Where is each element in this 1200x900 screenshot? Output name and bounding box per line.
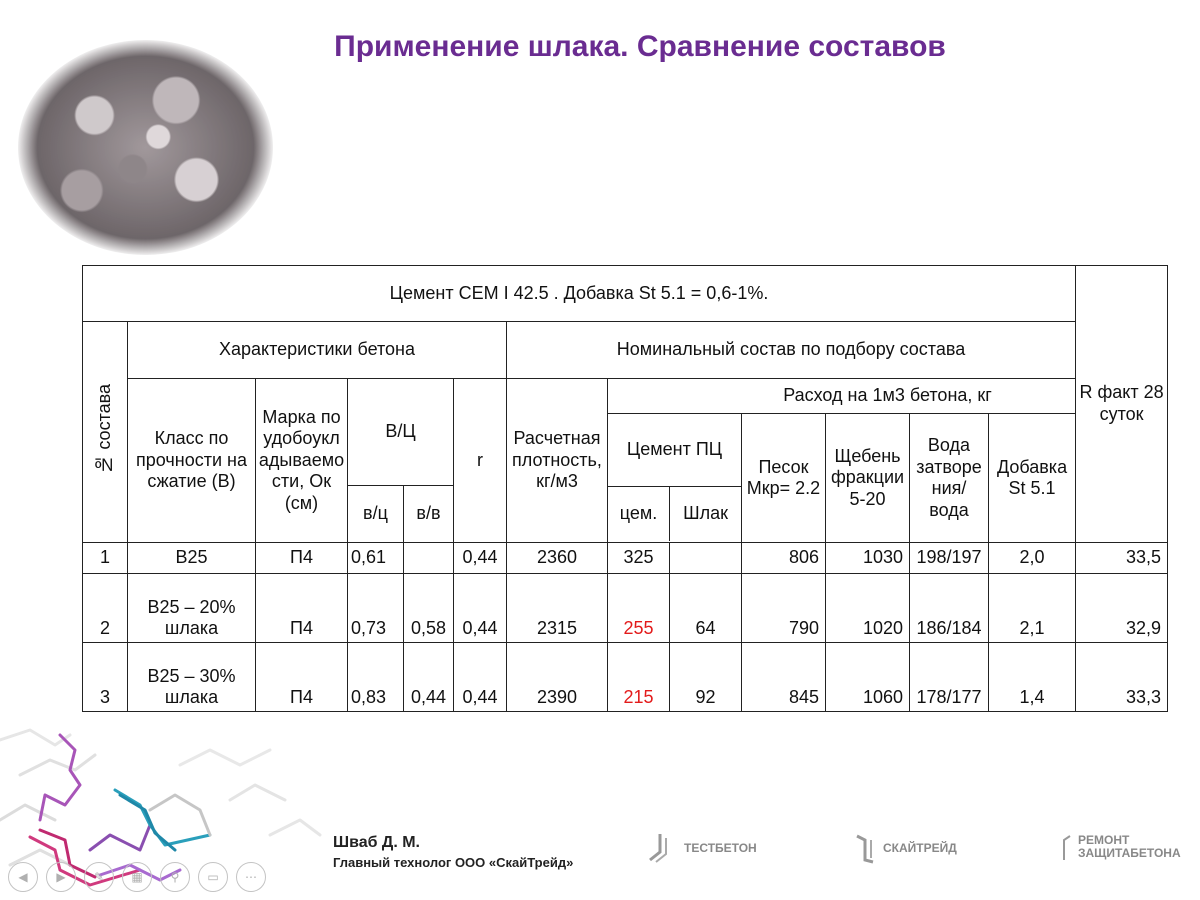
row-no: 3 [82, 642, 128, 712]
density-header: Расчетная плотность, кг/м3 [506, 378, 608, 543]
composition-no-header: № состава [82, 321, 128, 543]
vc-sub-header: в/ц [348, 486, 404, 542]
row-vv: 0,58 [403, 573, 454, 643]
subtitles-icon[interactable]: ▭ [198, 862, 228, 892]
row-vc: 0,83 [347, 642, 404, 712]
row-class: B25 [127, 542, 256, 574]
cement-sub-header: цем. [608, 487, 671, 542]
slag-sub-header: Шлак [683, 503, 728, 524]
nominal-composition-header: Номинальный состав по подбору состава [505, 321, 1077, 379]
testbeton-logo-icon [649, 834, 667, 863]
characteristics-header: Характеристики бетона [127, 321, 507, 379]
row-water: 186/184 [909, 573, 989, 643]
row-marka: П4 [255, 573, 348, 643]
row-cement: 215 [607, 642, 670, 712]
row-cement: 255 [607, 573, 670, 643]
author-role: Главный технолог ООО «СкайТрейд» [333, 855, 574, 870]
author-name: Шваб Д. М. [333, 834, 420, 851]
row-additive: 1,4 [987, 642, 1077, 712]
table-row: 1 B25 П4 0,61 0,44 2360 325 806 1030 198… [82, 542, 1169, 574]
row-marka: П4 [255, 542, 348, 574]
testbeton-logo: ТЕСТБЕТОН [648, 832, 757, 864]
additive-header: Добавка St 5.1 [987, 413, 1077, 543]
row-sand: 790 [741, 573, 826, 643]
row-additive: 2,1 [987, 573, 1077, 643]
row-water: 178/177 [909, 642, 989, 712]
row-no: 2 [82, 573, 128, 643]
skytrade-logo-icon [856, 834, 874, 864]
table-row: 3 B25 – 30% шлака П4 0,83 0,44 0,44 2390… [82, 642, 1169, 712]
consumption-header: Расход на 1м3 бетона, кг [606, 377, 1169, 415]
vc-header: В/Ц [385, 421, 416, 442]
vv-sub-header: в/в [416, 503, 441, 524]
row-density: 2315 [506, 573, 608, 643]
cement-header-cell: Цемент ПЦ цем. Шлак [607, 413, 742, 543]
marka-header: Марка по удобоукл адываемо сти, Ок (см) [255, 378, 348, 543]
table-row: 2 B25 – 20% шлака П4 0,73 0,58 0,44 2315… [82, 573, 1169, 643]
row-sand: 806 [741, 542, 826, 574]
row-vc: 0,61 [347, 542, 404, 574]
row-slag: 64 [669, 573, 742, 643]
gravel-header: Щебень фракции 5-20 [825, 413, 910, 543]
cement-header: Цемент ПЦ [626, 439, 723, 460]
previous-icon[interactable]: ◀ [8, 862, 38, 892]
row-water: 198/197 [909, 542, 989, 574]
slides-grid-icon[interactable]: ▦ [122, 862, 152, 892]
row-cement: 325 [607, 542, 670, 574]
remont-logo-icon [1063, 835, 1071, 860]
row-marka: П4 [255, 642, 348, 712]
molecule-decoration [0, 728, 322, 887]
skytrade-logo: СКАЙТРЕЙД [855, 832, 957, 864]
pen-icon[interactable]: ✎ [84, 862, 114, 892]
author-block: Шваб Д. М. Главный технолог ООО «СкайТре… [333, 834, 573, 870]
row-gravel: 1020 [825, 573, 910, 643]
row-gravel: 1030 [825, 542, 910, 574]
row-gravel: 1060 [825, 642, 910, 712]
zoom-icon[interactable]: ⚲ [160, 862, 190, 892]
row-class: B25 – 30% шлака [127, 642, 256, 712]
slag-photo [18, 40, 273, 255]
row-density: 2390 [506, 642, 608, 712]
row-additive: 2,0 [987, 542, 1077, 574]
water-header: Вода затворе ния/ вода [909, 413, 989, 543]
row-slag [669, 542, 742, 574]
row-no: 1 [82, 542, 128, 574]
slideshow-navbar: ◀ ▶ ✎ ▦ ⚲ ▭ ⋯ [8, 862, 266, 892]
page-title: Применение шлака. Сравнение составов [334, 30, 946, 63]
row-r: 0,44 [453, 542, 507, 574]
more-options-icon[interactable]: ⋯ [236, 862, 266, 892]
row-r-fact: 33,3 [1075, 642, 1169, 712]
row-sand: 845 [741, 642, 826, 712]
next-icon[interactable]: ▶ [46, 862, 76, 892]
vc-header-cell: В/Ц в/ц в/в [347, 378, 454, 543]
row-r: 0,44 [453, 642, 507, 712]
composition-table: Цемент CEM I 42.5 . Добавка St 5.1 = 0,6… [81, 265, 1169, 712]
row-density: 2360 [506, 542, 608, 574]
row-slag: 92 [669, 642, 742, 712]
row-vc: 0,73 [347, 573, 404, 643]
r-header: r [453, 378, 507, 543]
remont-logo: РЕМОНТ ЗАЩИТАБЕТОНА [1062, 833, 1181, 862]
row-r-fact: 33,5 [1075, 542, 1169, 574]
row-r: 0,44 [453, 573, 507, 643]
row-r-fact: 32,9 [1075, 573, 1169, 643]
row-vv [403, 542, 454, 574]
sand-header: Песок Мкр= 2.2 [741, 413, 826, 543]
row-class: B25 – 20% шлака [127, 573, 256, 643]
class-header: Класс по прочности на сжатие (В) [127, 378, 256, 543]
row-vv: 0,44 [403, 642, 454, 712]
table-top-header: Цемент CEM I 42.5 . Добавка St 5.1 = 0,6… [81, 265, 1077, 322]
